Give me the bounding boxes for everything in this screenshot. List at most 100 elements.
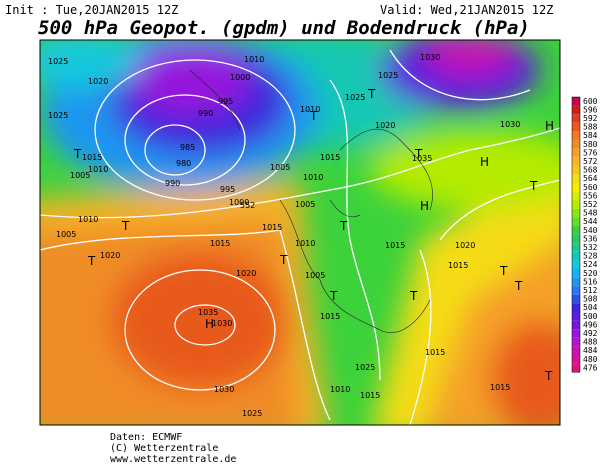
colorbar-label: 512 [583,286,598,295]
valid-time: Valid: Wed,21JAN2015 12Z [380,3,553,17]
colorbar-label: 576 [583,148,598,157]
colorbar-label: 484 [583,346,598,355]
colorbar-segment [572,97,580,106]
isobar-label: 1025 [378,71,398,80]
isobar-label: 990 [198,109,213,118]
colorbar-segment [572,131,580,140]
isobar-label: 1020 [88,77,108,86]
colorbar-label: 528 [583,252,598,261]
isobar-label: 1030 [212,319,232,328]
colorbar-label: 568 [583,166,598,175]
isobar-label: 1025 [242,409,262,418]
pressure-center-symbol: T [499,264,508,278]
colorbar-label: 560 [583,183,598,192]
isobar-label: 1010 [78,215,98,224]
isobar-label: 1030 [214,385,234,394]
colorbar-segment [572,191,580,201]
colorbar-label: 572 [583,157,598,166]
pressure-center-symbol: T [73,147,82,161]
colorbar-segment [572,337,580,347]
colorbar-segment [572,157,580,166]
isobar-label: 1010 [303,173,323,182]
colorbar-segment [572,122,580,132]
isobar-label: 1035 [198,308,218,317]
colorbar-segment [572,243,580,252]
isobar-label: 1025 [355,363,375,372]
colorbar-label: 496 [583,320,598,329]
colorbar-segment [572,165,580,175]
colorbar-label: 524 [583,260,598,269]
isobars [40,49,560,425]
isobar-label: 1035 [412,154,432,163]
isobar-label: 1020 [455,241,475,250]
isobar-label: 1000 [230,73,250,82]
colorbar-label: 588 [583,123,598,132]
colorbar-segment [572,234,580,244]
isobar-label: 1010 [330,385,350,394]
pressure-center-symbol: T [514,279,523,293]
colorbar-segment [572,346,580,355]
isobar-label: 1005 [56,230,76,239]
isobar-label: 1020 [375,121,395,130]
isobar-label: 1020 [236,269,256,278]
isobar-label: 1015 [320,312,340,321]
colorbar-segment [572,217,580,226]
field-shading [40,40,560,425]
colorbar-segment [572,363,580,373]
colorbar-label: 552 [583,200,598,209]
colorbar-segment [572,200,580,209]
colorbar-segment [572,286,580,295]
footer-copyright: (C) Wetterzentrale [110,443,218,454]
colorbar-segment [572,183,580,192]
isobar-label: 1015 [490,383,510,392]
colorbar-label: 508 [583,295,598,304]
colorbar-segment [572,294,580,304]
colorbar-segment [572,140,580,149]
isobar-label: 1030 [420,53,440,62]
coastlines [189,69,433,333]
isobar-label: 995 [220,185,235,194]
colorbar-label: 592 [583,114,598,123]
pressure-center-symbol: T [409,289,418,303]
pressure-center-symbol: T [309,109,318,123]
pressure-center-symbol: H [545,119,554,133]
colorbar-segment [572,277,580,287]
footer-source: Daten: ECMWF [110,432,182,443]
pressure-center-symbol: T [279,253,288,267]
colorbar-segment [572,251,580,261]
isobar-label: 1025 [48,57,68,66]
pressure-center-symbol: T [329,289,338,303]
pressure-center-symbol: T [367,87,376,101]
isobar-label: 1015 [385,241,405,250]
isobar-label: 1005 [270,163,290,172]
pressure-center-symbol: H [420,199,429,213]
colorbar-label: 544 [583,217,598,226]
isobar-label: 1010 [295,239,315,248]
pressure-center-symbol: T [414,147,423,161]
pressure-center-symbol: T [87,254,96,268]
colorbar-label: 536 [583,234,598,243]
isobar-label: 995 [218,97,233,106]
isobar-label: 1015 [425,348,445,357]
colorbar-segment [572,105,580,115]
isobar-label: 1015 [448,261,468,270]
isobar-label: 1015 [210,239,230,248]
map-labels: 1025102010251015101010051010100510201015… [48,53,554,418]
colorbar-label: 480 [583,355,598,364]
colorbar-label: 564 [583,174,598,183]
colorbar-label: 548 [583,209,598,218]
isobar-label: 1015 [262,223,282,232]
footer-url: www.wetterzentrale.de [110,454,236,464]
colorbar: 6005965925885845805765725685645605565525… [571,96,598,373]
isobar-label: 1005 [295,200,315,209]
colorbar-label: 520 [583,269,598,278]
colorbar-segment [572,269,580,278]
isobar-label: 1025 [48,111,68,120]
colorbar-segment [572,226,580,235]
colorbar-segment [572,208,580,218]
pressure-center-symbol: T [121,219,130,233]
map-title: 500 hPa Geopot. (gpdm) und Bodendruck (h… [38,17,530,39]
pressure-center-symbol: T [339,219,348,233]
colorbar-label: 504 [583,303,598,312]
